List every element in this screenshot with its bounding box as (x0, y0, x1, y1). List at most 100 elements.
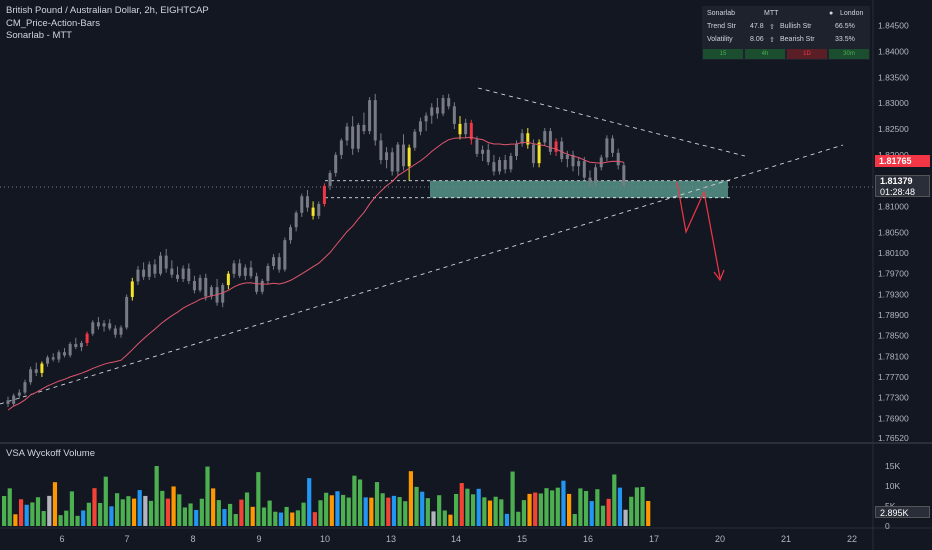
candle-body (379, 140, 383, 161)
indicator-label-price-action: CM_Price-Action-Bars (6, 17, 100, 29)
volume-bar (211, 488, 216, 526)
mtt-name: MTT (764, 10, 779, 17)
candle-body (17, 392, 21, 396)
volume-bar (24, 504, 29, 526)
globe-icon: ● (829, 10, 834, 17)
volume-bar (391, 495, 397, 526)
volume-bar (600, 505, 606, 526)
volume-bar (431, 511, 436, 526)
price-tick: 1.81000 (878, 202, 909, 212)
volume-bar (482, 497, 487, 526)
volume-bar (606, 498, 611, 526)
time-tick: 21 (781, 534, 791, 544)
candle-body (441, 98, 445, 114)
mtt-brand: Sonarlab (707, 10, 736, 17)
volume-bar (324, 492, 329, 526)
volume-bar (188, 503, 193, 526)
mtt-signal-30m: 30m (829, 49, 869, 59)
volume-bar (459, 483, 464, 526)
time-tick: 14 (451, 534, 461, 544)
candle-body (305, 196, 309, 208)
volume-bar (567, 493, 572, 526)
volume-bar (538, 493, 543, 526)
candle-body (232, 263, 236, 274)
volume-bar (143, 495, 148, 526)
volume-bar (470, 494, 476, 526)
mtt-signal-1d: 1D (787, 49, 827, 59)
volume-bar (499, 499, 504, 526)
mtt-signal-4h: 4h (745, 49, 785, 59)
candle-body (51, 357, 55, 360)
volume-bar (420, 491, 425, 526)
candle-body (272, 257, 276, 266)
volume-bar (182, 507, 187, 526)
volume-bar (290, 512, 295, 526)
candle-body (577, 161, 581, 167)
candle-body (430, 107, 434, 116)
candle-body (176, 274, 179, 279)
symbol-title: British Pound / Australian Dollar, 2h, E… (6, 5, 209, 16)
volume-bar (126, 496, 131, 526)
volume-bar (228, 503, 233, 526)
volume-bar (454, 493, 459, 526)
projection-path (676, 181, 721, 279)
candle-body (29, 369, 33, 383)
candle-body (498, 160, 502, 172)
volume-bar (437, 495, 442, 526)
volume-bar (504, 513, 510, 526)
volume-tick: 0 (885, 521, 890, 531)
volume-bar (194, 509, 199, 526)
volume-bar (18, 499, 24, 526)
volume-bar (369, 497, 374, 526)
price-tick: 1.78500 (878, 331, 909, 341)
candle-body (469, 122, 473, 140)
candle-body (181, 268, 185, 279)
volume-bar (137, 490, 142, 526)
candle-body (46, 357, 50, 364)
candle-body (136, 269, 140, 282)
candle-body (153, 264, 157, 274)
main-pane (0, 0, 873, 443)
volume-bar (335, 491, 340, 526)
volume-bar (52, 482, 58, 526)
candle-body (334, 154, 338, 173)
volume-bar (295, 510, 300, 526)
volume-bar (533, 492, 538, 526)
volume-bar (617, 487, 623, 526)
current-volume-box: 2.895K (875, 506, 930, 518)
volume-bar (30, 502, 35, 526)
volume-bar (244, 492, 250, 526)
volume-bar (583, 490, 589, 526)
candle-body (464, 122, 468, 135)
candle-body (560, 141, 564, 160)
candle-body (198, 277, 202, 291)
volume-bar (115, 493, 120, 526)
volume-bar (171, 486, 176, 526)
candle-body (458, 123, 462, 135)
volume-bar (41, 511, 46, 526)
candle-body (91, 322, 95, 334)
volume-bar (267, 500, 272, 526)
candle-body (317, 203, 321, 216)
volume-bar (256, 472, 261, 526)
descending-trendline (477, 87, 746, 157)
candle-body (509, 155, 513, 170)
volume-bar (634, 487, 639, 526)
volume-bar (216, 500, 221, 526)
ascending-trendline (0, 144, 844, 405)
volume-bar (329, 495, 334, 526)
candle-body (34, 369, 38, 373)
time-tick: 8 (190, 534, 195, 544)
volume-bar (131, 498, 137, 526)
chart-legend: British Pound / Australian Dollar, 2h, E… (6, 5, 209, 43)
price-tick: 1.77300 (878, 393, 909, 403)
volume-bar (75, 515, 80, 526)
candle-body (565, 154, 569, 160)
candle-body (351, 126, 355, 149)
candle-body (322, 185, 326, 204)
candle-body (413, 131, 417, 148)
volume-bar (341, 494, 346, 526)
volume-bar (623, 509, 628, 526)
candle-body (6, 400, 10, 404)
